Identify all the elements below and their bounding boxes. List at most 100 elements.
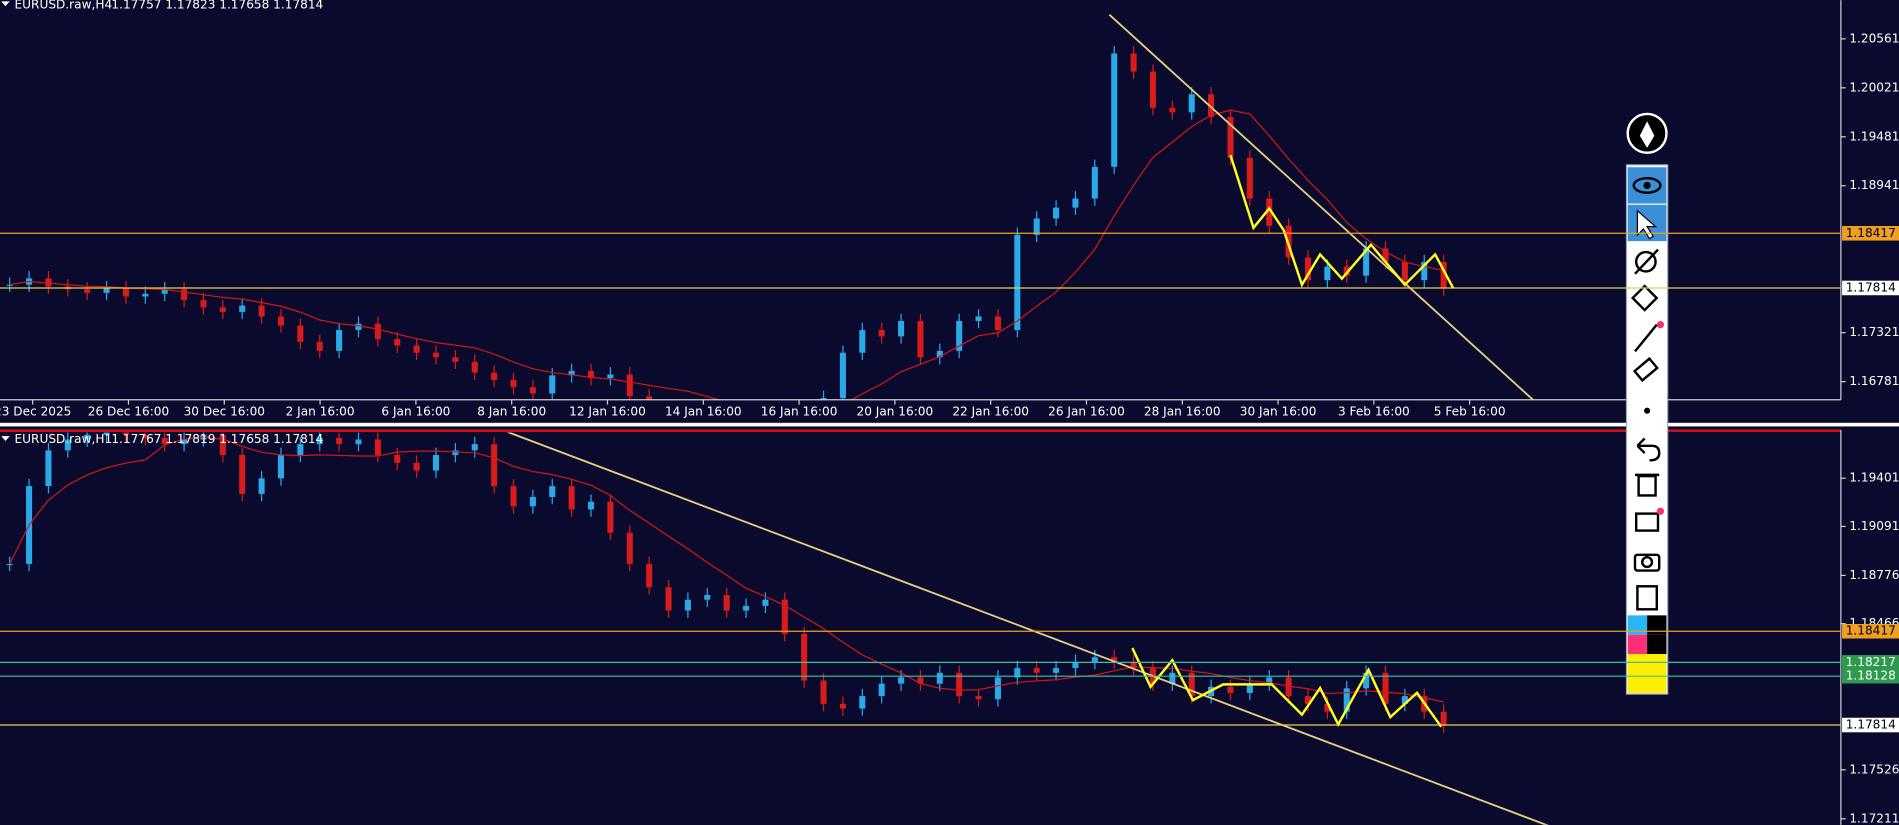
chart-title: EURUSD.raw,H1 — [15, 432, 113, 446]
time-label: 30 Jan 16:00 — [1240, 404, 1317, 418]
trend-line[interactable] — [1108, 13, 1535, 403]
candle-body — [1111, 53, 1118, 167]
candle-body — [84, 289, 91, 293]
time-label: 14 Jan 16:00 — [665, 404, 742, 418]
price-label: 1.16781 — [1849, 374, 1899, 388]
candle-body — [1072, 198, 1079, 208]
level-box — [1842, 226, 1899, 241]
dot-tool[interactable] — [1644, 407, 1651, 414]
candle-body — [471, 444, 478, 451]
candle-body — [45, 450, 52, 487]
candle-body — [684, 599, 691, 611]
candle-body — [975, 316, 982, 321]
eraser-tool[interactable] — [1632, 356, 1659, 383]
collapse-icon[interactable] — [1, 436, 10, 441]
clipboard-tool[interactable] — [1636, 585, 1658, 611]
time-label: 23 Dec 2025 — [0, 404, 71, 418]
candle-body — [239, 305, 246, 312]
candle-body — [355, 439, 362, 445]
price-label: 1.18941 — [1849, 178, 1899, 192]
zigzag[interactable] — [1229, 154, 1455, 289]
candle-body — [1091, 657, 1098, 662]
candle-body — [1343, 266, 1350, 276]
candle-body — [529, 387, 536, 394]
candle-body — [917, 677, 924, 684]
candle-body — [626, 374, 633, 397]
trend-line[interactable] — [503, 430, 1553, 825]
candle-body — [1033, 668, 1040, 673]
price-label: 1.17211 — [1849, 811, 1899, 825]
candle-body — [975, 696, 982, 700]
collapse-icon[interactable] — [1, 1, 10, 7]
candle-body — [1169, 107, 1176, 113]
time-label: 20 Jan 16:00 — [857, 404, 934, 418]
candle-body — [277, 316, 285, 326]
candle-body — [781, 599, 788, 634]
h4-drawings — [1108, 13, 1535, 403]
time-label: 30 Dec 16:00 — [184, 404, 265, 418]
time-label: 26 Dec 16:00 — [88, 404, 169, 418]
drawing-toolbar — [1625, 112, 1669, 695]
zigzag[interactable] — [1131, 647, 1443, 728]
template-tool[interactable] — [1634, 512, 1660, 532]
candle-body — [258, 478, 265, 494]
color-swatch[interactable] — [1627, 615, 1648, 635]
line-tool[interactable] — [1634, 323, 1658, 353]
candle-body — [607, 501, 614, 533]
moving-average — [9, 436, 1444, 703]
tool-dot — [1656, 507, 1665, 515]
price-label: 1.19481 — [1849, 129, 1899, 143]
color-swatch[interactable] — [1647, 615, 1667, 635]
candle-body — [704, 595, 711, 600]
price-label: 1.20021 — [1849, 80, 1899, 94]
price-label: 1.19091 — [1849, 519, 1899, 533]
candle-body — [762, 599, 769, 606]
quote: 1.17757 1.17823 1.17658 1.17814 — [111, 0, 323, 11]
level-label: 1.17814 — [1846, 718, 1896, 732]
candle-body — [587, 501, 595, 510]
candle-body — [471, 361, 478, 373]
price-label: 1.19401 — [1849, 471, 1899, 485]
candle-body — [6, 284, 13, 286]
candle-body — [1149, 71, 1156, 108]
candle-body — [1188, 94, 1195, 113]
candle-body — [142, 434, 149, 438]
price-label: 1.17321 — [1849, 325, 1899, 339]
cursor-tool[interactable] — [1636, 209, 1658, 240]
color-swatch[interactable] — [1647, 634, 1667, 655]
candle-body — [839, 703, 846, 709]
candle-body — [1014, 234, 1021, 331]
candle-body — [161, 437, 168, 445]
candle-body — [239, 455, 246, 494]
time-label: 2 Jan 16:00 — [286, 404, 355, 418]
splitter[interactable] — [0, 422, 1899, 427]
color-swatch[interactable] — [1627, 654, 1667, 693]
undo-tool[interactable] — [1636, 437, 1661, 462]
candle-body — [413, 345, 420, 353]
level-box — [1842, 623, 1899, 639]
candle-body — [1401, 262, 1408, 281]
tag-tool[interactable] — [1630, 284, 1659, 312]
price-label: 1.18776 — [1849, 568, 1899, 582]
candle-body — [181, 439, 188, 445]
camera-lens — [1641, 556, 1654, 569]
candle-body — [1188, 672, 1195, 697]
candle-body — [587, 370, 595, 379]
time-label: 12 Jan 16:00 — [569, 404, 646, 418]
candle-body — [1053, 668, 1060, 673]
candle-body — [723, 595, 730, 611]
time-label: 5 Feb 16:00 — [1434, 404, 1506, 418]
candle-body — [568, 370, 575, 376]
magnet-tool[interactable] — [1634, 250, 1657, 273]
candle-body — [1111, 657, 1118, 662]
eye-tool[interactable] — [1632, 176, 1662, 194]
color-swatch[interactable] — [1627, 634, 1648, 655]
quote: 1.17767 1.17819 1.17658 1.17814 — [111, 432, 323, 446]
candle-body — [1421, 262, 1428, 281]
candle-body — [936, 672, 943, 684]
candle-body — [1130, 53, 1137, 72]
candle-body — [956, 320, 963, 351]
camera-tool[interactable] — [1633, 553, 1661, 572]
